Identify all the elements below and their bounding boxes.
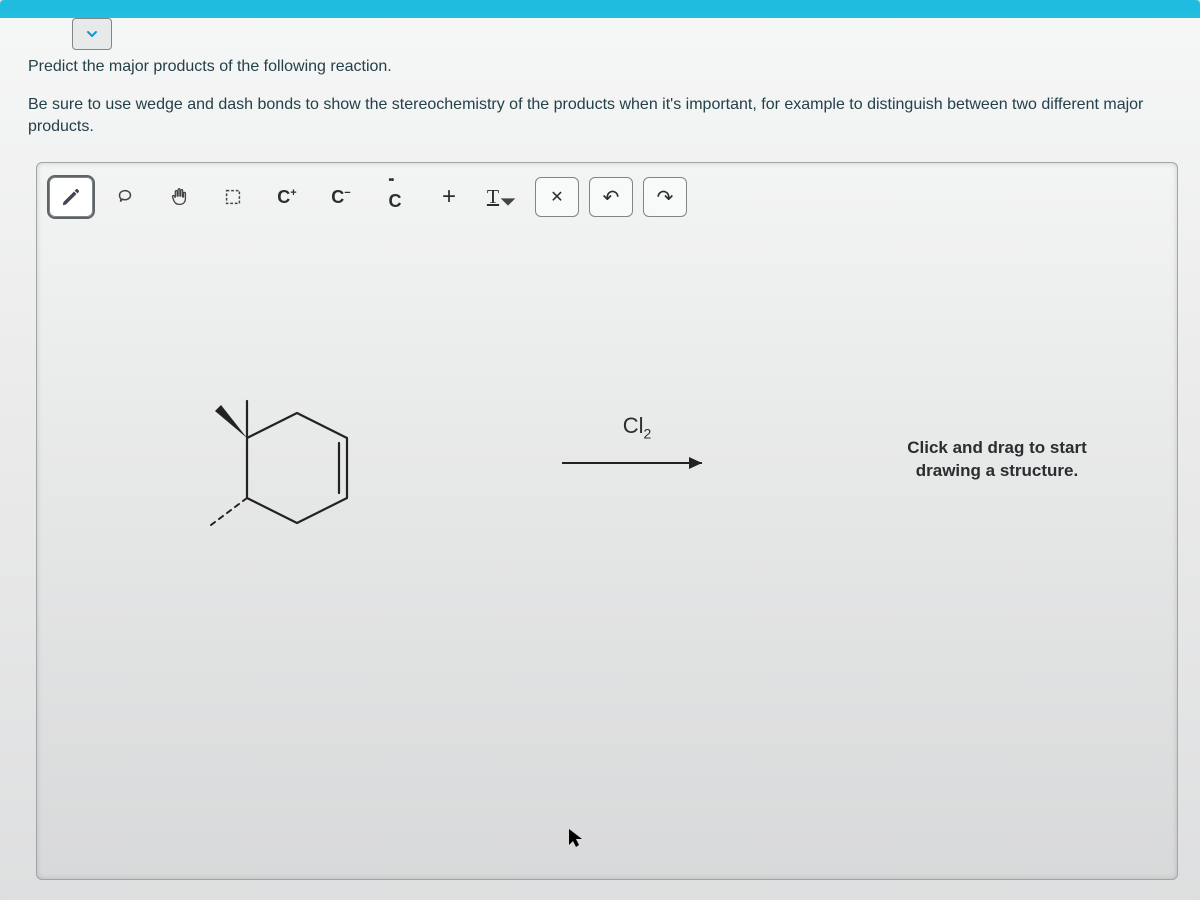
carbon-radical-label: • •C bbox=[389, 176, 402, 218]
dropdown-arrow-icon bbox=[497, 191, 519, 213]
hand-tool[interactable] bbox=[157, 177, 201, 217]
cursor-icon bbox=[567, 827, 585, 849]
redo-icon: ↷ bbox=[657, 185, 674, 210]
hint-line-2: drawing a structure. bbox=[916, 461, 1078, 480]
window-topbar bbox=[0, 0, 1200, 18]
carbon-radical-tool[interactable]: • •C bbox=[373, 177, 417, 217]
text-tool[interactable]: T bbox=[481, 177, 525, 217]
starting-material bbox=[187, 383, 407, 563]
redo-button[interactable]: ↷ bbox=[643, 177, 687, 217]
marquee-tool[interactable] bbox=[211, 177, 255, 217]
structure-editor: C+ C− • •C + T ✕ ↶ bbox=[36, 162, 1178, 880]
hand-icon bbox=[168, 186, 190, 208]
marquee-icon bbox=[222, 186, 244, 208]
lasso-icon bbox=[114, 186, 136, 208]
editor-toolbar: C+ C− • •C + T ✕ ↶ bbox=[49, 177, 687, 217]
carbon-plus-tool[interactable]: C+ bbox=[265, 177, 309, 217]
add-bond-tool[interactable]: + bbox=[427, 177, 471, 217]
undo-icon: ↶ bbox=[603, 185, 620, 210]
chevron-down-icon bbox=[84, 26, 100, 42]
carbon-plus-label: C+ bbox=[277, 187, 296, 208]
drawing-canvas[interactable]: Cl2 Click and drag to start drawing a st… bbox=[37, 233, 1177, 879]
reagent-formula: Cl2 bbox=[537, 413, 737, 441]
lasso-tool[interactable] bbox=[103, 177, 147, 217]
reaction-conditions: Cl2 bbox=[537, 413, 737, 480]
carbon-minus-tool[interactable]: C− bbox=[319, 177, 363, 217]
delete-label: ✕ bbox=[550, 187, 563, 207]
question-line-2: Be sure to use wedge and dash bonds to s… bbox=[28, 94, 1180, 137]
collapse-toggle[interactable] bbox=[72, 18, 112, 50]
carbon-minus-label: C− bbox=[331, 187, 350, 208]
pencil-icon bbox=[60, 186, 82, 208]
undo-button[interactable]: ↶ bbox=[589, 177, 633, 217]
pencil-tool[interactable] bbox=[49, 177, 93, 217]
add-bond-label: + bbox=[442, 183, 456, 211]
reaction-arrow-icon bbox=[557, 451, 717, 475]
page-root: Predict the major products of the follow… bbox=[0, 0, 1200, 900]
hint-line-1: Click and drag to start bbox=[907, 438, 1086, 457]
canvas-hint: Click and drag to start drawing a struct… bbox=[877, 437, 1117, 483]
question-line-1: Predict the major products of the follow… bbox=[28, 58, 1172, 76]
delete-tool[interactable]: ✕ bbox=[535, 177, 579, 217]
